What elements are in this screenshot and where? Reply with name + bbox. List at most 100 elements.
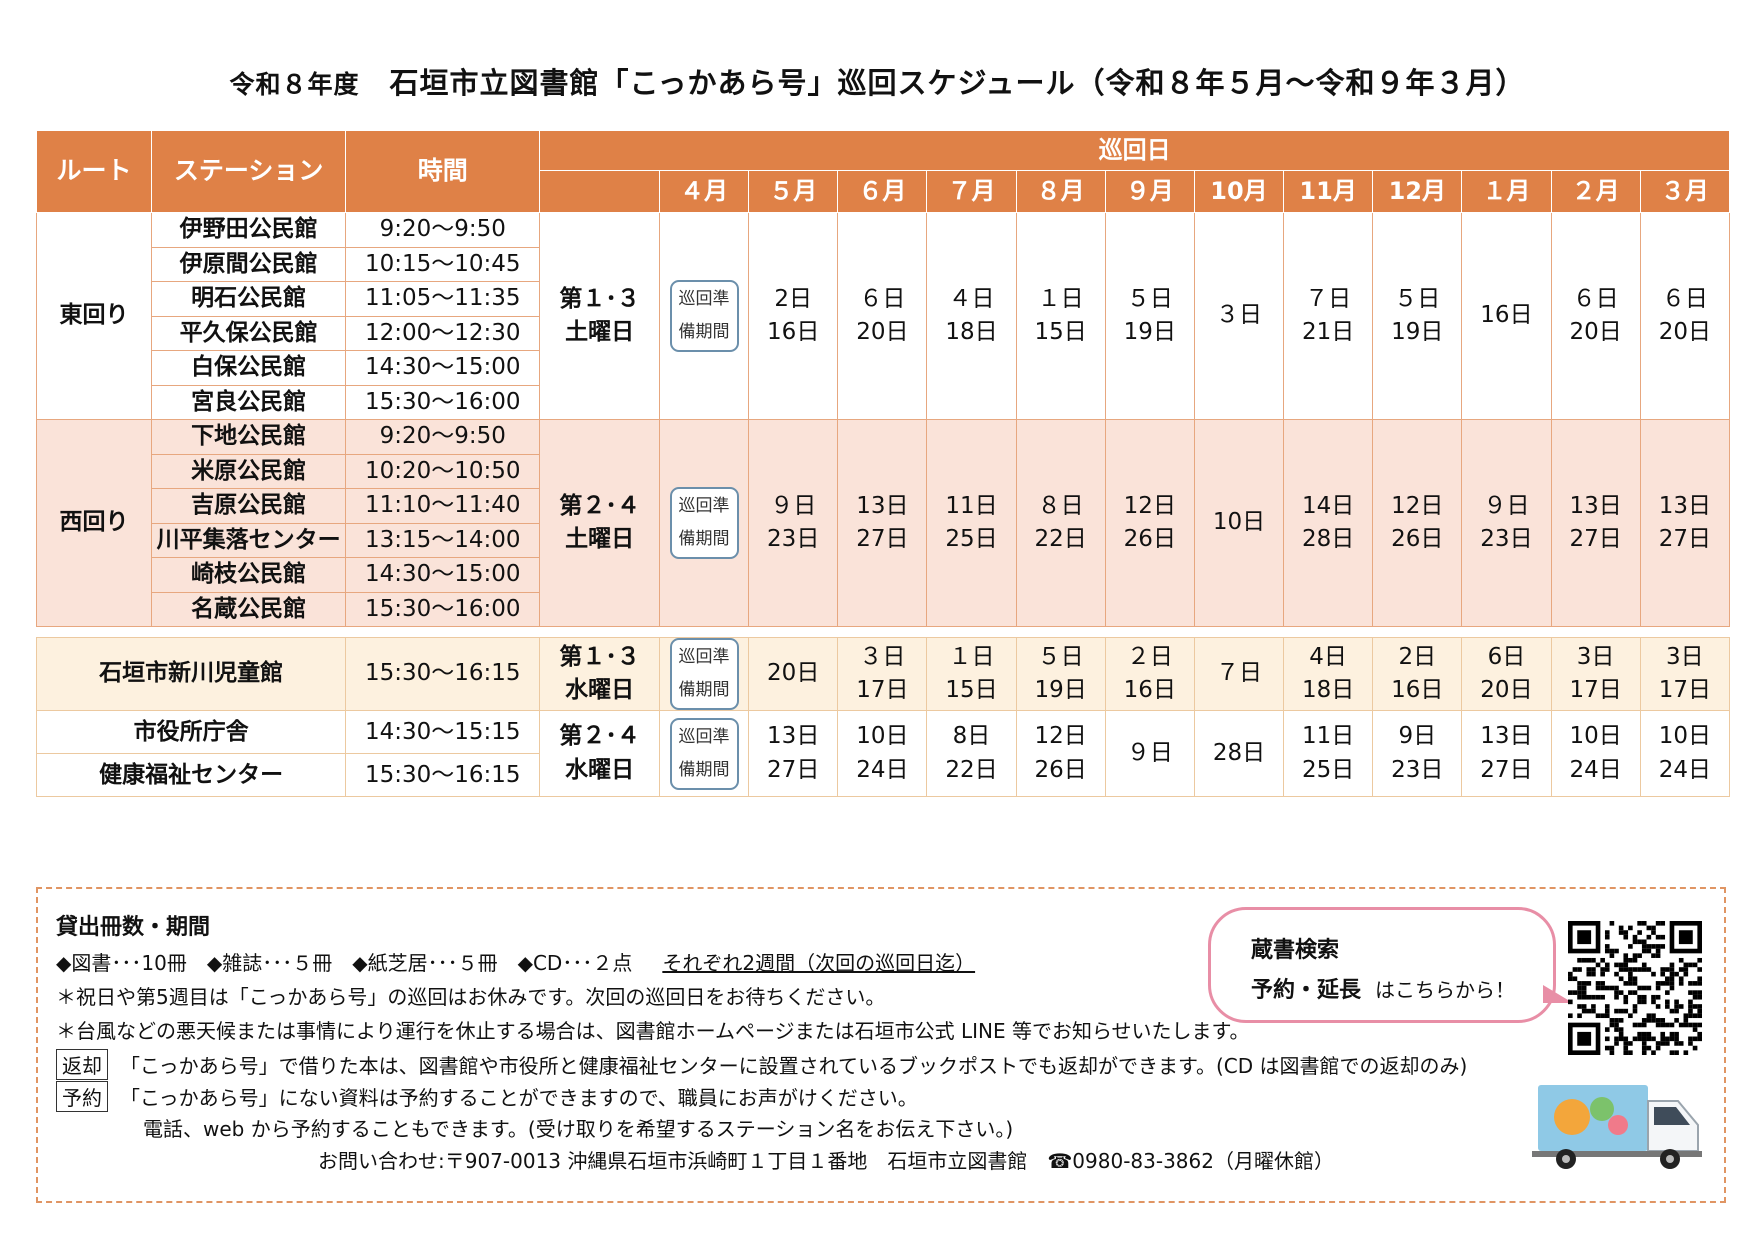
bubble-here: はこちらから！ bbox=[1375, 978, 1516, 1002]
loan-items-text: ◆図書･･･10冊 ◆雑誌･･･５冊 ◆紙芝居･･･５冊 ◆CD･･･２点 bbox=[56, 951, 633, 975]
date-value: 23日 bbox=[767, 526, 820, 552]
date-value: 12日 bbox=[1034, 723, 1087, 750]
fiscal-year: 令和８年度 bbox=[229, 70, 360, 99]
date-value: ３日 bbox=[859, 643, 906, 670]
date-cell: 3日 17日 bbox=[1639, 636, 1731, 712]
kids-hall-group: 石垣市新川児童館 15:30～16:15 第１･３ 水曜日 巡回準 備期間 20日 ３日 17日… bbox=[35, 636, 1731, 712]
week-day-cell: 第２･４ 水曜日 bbox=[539, 710, 660, 798]
date-value: 24日 bbox=[1658, 756, 1711, 783]
week-day-cell: 第１･３ 水曜日 bbox=[539, 636, 660, 712]
station-time: 10:20～10:50 bbox=[345, 453, 541, 489]
date-cell: 13日 27日 bbox=[1461, 710, 1552, 798]
prep-period-badge: 巡回準 備期間 bbox=[669, 279, 739, 353]
date-value: 26日 bbox=[1123, 526, 1176, 552]
date-value: ５日 bbox=[1126, 285, 1173, 312]
date-value: 18日 bbox=[1301, 677, 1355, 704]
prep-line: 備期間 bbox=[678, 529, 730, 549]
week-day-line: 土曜日 bbox=[565, 526, 635, 552]
header-month: ９月 bbox=[1104, 170, 1195, 213]
date-value: 16日 bbox=[1391, 677, 1444, 704]
date-value: 13日 bbox=[767, 723, 820, 750]
date-value: 17日 bbox=[1658, 677, 1711, 704]
table-row: 西回り 下地公民館 9:20～9:50 第２･４ 土曜日 巡回準 備期間 ９日 23日 13日 27… bbox=[35, 419, 1731, 627]
station-name: 市役所庁舎 bbox=[35, 710, 347, 755]
table-row: 名蔵公民館 15:30～16:00 bbox=[37, 591, 1730, 627]
station-time: 9:20～9:50 bbox=[345, 212, 541, 248]
date-cell: 11日 25日 bbox=[1283, 710, 1374, 798]
table-row: 吉原公民館 11:10～11:40 bbox=[37, 488, 1730, 524]
prep-line: 巡回準 bbox=[678, 288, 730, 309]
date-cell: 13日 27日 bbox=[1550, 419, 1641, 627]
date-cell: 6日 20日 bbox=[1461, 636, 1552, 712]
date-value: 17日 bbox=[1569, 677, 1622, 704]
table-row: 市役所庁舎 14:30～15:15 第２･４ 水曜日 巡回準 備期間 13日 27日 10日 24… bbox=[35, 710, 1731, 798]
date-value: 27日 bbox=[1480, 756, 1533, 783]
date-value: 10日 bbox=[856, 723, 909, 750]
header-month: ２月 bbox=[1550, 170, 1641, 213]
date-value: ７日 bbox=[1305, 285, 1352, 312]
date-value: 28日 bbox=[1212, 740, 1266, 767]
info-box: 貸出冊数・期間 ◆図書･･･10冊 ◆雑誌･･･５冊 ◆紙芝居･･･５冊 ◆CD… bbox=[36, 887, 1726, 1203]
date-cell: ６日 20日 bbox=[1550, 212, 1641, 420]
date-value: 19日 bbox=[1391, 319, 1444, 345]
city-office-group: 市役所庁舎 14:30～15:15 第２･４ 水曜日 巡回準 備期間 13日 27日 10日 24… bbox=[35, 710, 1731, 798]
date-value: 26日 bbox=[1391, 526, 1444, 552]
date-cell: ６日 20日 bbox=[837, 212, 928, 420]
note-weather: ＊台風などの悪天候または事情により運行を休止する場合は、図書館ホームページまたは… bbox=[56, 1019, 1250, 1043]
date-value: 22日 bbox=[945, 756, 998, 783]
date-cell: 12日 26日 bbox=[1015, 710, 1106, 798]
header-month: 11月 bbox=[1283, 170, 1374, 213]
date-cell: 13日 27日 bbox=[748, 710, 839, 798]
date-value: ８日 bbox=[1037, 492, 1084, 519]
date-cell: ４日 18日 bbox=[926, 212, 1017, 420]
east-route-group: 東回り 伊野田公民館 9:20～9:50 第１･３ 土曜日 巡回準 備期間 2日 16日 ６日 20… bbox=[35, 212, 1731, 420]
bubble-reserve-label: 予約・延長 bbox=[1251, 978, 1362, 1003]
station-name: 名蔵公民館 bbox=[151, 591, 347, 627]
date-value: 12日 bbox=[1123, 492, 1176, 519]
station-time: 12:00～12:30 bbox=[345, 315, 541, 351]
station-name: 明石公民館 bbox=[151, 281, 347, 317]
prep-line: 備期間 bbox=[678, 759, 730, 780]
table-row: 健康福祉センター 15:30～16:15 bbox=[35, 753, 1730, 798]
header-month: ７月 bbox=[926, 170, 1017, 213]
station-name: 健康福祉センター bbox=[35, 753, 347, 798]
route-label: 西回り bbox=[35, 419, 153, 627]
return-line: 返却 「こっかあら号」で借りた本は、図書館や市役所と健康福祉センターに設置されてい… bbox=[56, 1049, 1467, 1080]
date-value: 20日 bbox=[1480, 677, 1533, 704]
table-row: 米原公民館 10:20～10:50 bbox=[37, 453, 1730, 489]
date-value: 11日 bbox=[945, 492, 998, 519]
date-value: ６日 bbox=[859, 285, 906, 312]
date-cell: 8日 22日 bbox=[926, 710, 1017, 798]
date-value: 15日 bbox=[945, 677, 998, 704]
route-label: 東回り bbox=[35, 212, 153, 420]
station-time: 15:30～16:15 bbox=[345, 636, 541, 712]
week-day-line: 第１･３ bbox=[559, 643, 640, 670]
header-time: 時間 bbox=[345, 130, 541, 213]
date-value: 2日 bbox=[774, 285, 812, 312]
date-value: 26日 bbox=[1034, 756, 1087, 783]
date-value: 16日 bbox=[767, 319, 820, 345]
date-value: 19日 bbox=[1123, 319, 1176, 345]
date-cell: ８日 22日 bbox=[1015, 419, 1106, 627]
date-cell: 12日 26日 bbox=[1104, 419, 1195, 627]
return-text: 「こっかあら号」で借りた本は、図書館や市役所と健康福祉センターに設置されているブ… bbox=[120, 1054, 1468, 1078]
station-name: 伊野田公民館 bbox=[151, 212, 347, 248]
date-value: 27日 bbox=[856, 526, 909, 552]
date-cell: 10日 24日 bbox=[837, 710, 928, 798]
date-value: 18日 bbox=[945, 319, 998, 345]
date-cell: ５日 19日 bbox=[1104, 212, 1195, 420]
qr-code-icon[interactable] bbox=[1568, 921, 1702, 1055]
date-value: 20日 bbox=[767, 660, 820, 687]
date-cell: ２日 16日 bbox=[1104, 636, 1195, 712]
date-value: 8日 bbox=[952, 723, 991, 750]
date-value: ３日 bbox=[1215, 302, 1262, 329]
date-value: 21日 bbox=[1301, 319, 1355, 345]
date-value: 23日 bbox=[1391, 756, 1444, 783]
bubble-catalog-search: 蔵書検索 bbox=[1251, 938, 1340, 963]
header-month: ６月 bbox=[837, 170, 928, 213]
date-cell: ６日 20日 bbox=[1639, 212, 1731, 420]
date-value: 24日 bbox=[856, 756, 909, 783]
station-name: 宮良公民館 bbox=[151, 384, 347, 420]
header-station: ステーション bbox=[151, 130, 347, 213]
date-value: 3日 bbox=[1576, 643, 1615, 670]
